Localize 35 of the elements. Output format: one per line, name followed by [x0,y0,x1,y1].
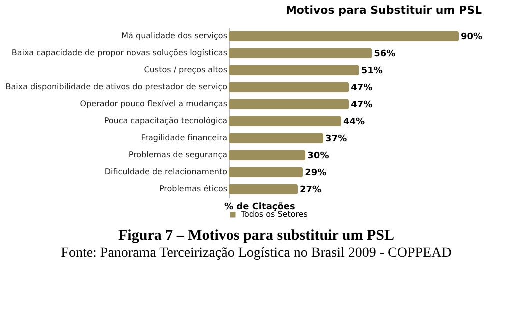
bar [229,167,304,178]
data-label: 56% [374,50,396,60]
legend-label: Todos os Setores [240,210,308,219]
data-label: 47% [351,84,373,94]
bar [229,48,372,59]
data-label: 90% [461,32,483,42]
bar [229,150,306,161]
y-tick-label: Problemas éticos [159,184,228,194]
bar [229,82,350,93]
bar [229,184,298,195]
x-axis-title: % de Citações [224,202,296,212]
chart-title: Motivos para Substituir um PSL [286,4,482,17]
data-label: 27% [300,186,322,196]
data-label: 30% [308,152,330,162]
bar [229,99,350,110]
data-label: 51% [361,66,383,76]
y-tick-label: Dificuldade de relacionamento [104,168,228,176]
bar [229,116,342,127]
bar [229,133,324,144]
y-tick-label: Fragilidade financeira [141,134,228,142]
source-note: Fonte: Panorama Terceirização Logística no Brasil 2009 - COPPEAD [60,245,453,262]
data-label: 37% [326,134,348,144]
y-tick-label: Problemas de segurança [128,150,228,160]
data-label: 44% [343,118,365,128]
data-label: 29% [305,168,327,178]
y-tick-label: Operador pouco flexível a mudanças [80,100,228,108]
bar [229,31,459,42]
data-label: 47% [351,100,373,110]
y-tick-label: Baixa disponibilidade de ativos do prestador de serviço [6,82,228,92]
y-tick-label: Baixa capacidade de propor novas soluções logísticas [12,48,228,58]
text: Figura 7 – Motivos para substituir um PSL [118,228,396,245]
y-tick-label: Pouca capacitação tecnológica [104,116,228,126]
y-tick-label: Má qualidade dos serviços [122,32,228,40]
y-tick-label: Custos / preços altos [144,66,228,74]
bar [229,65,360,76]
